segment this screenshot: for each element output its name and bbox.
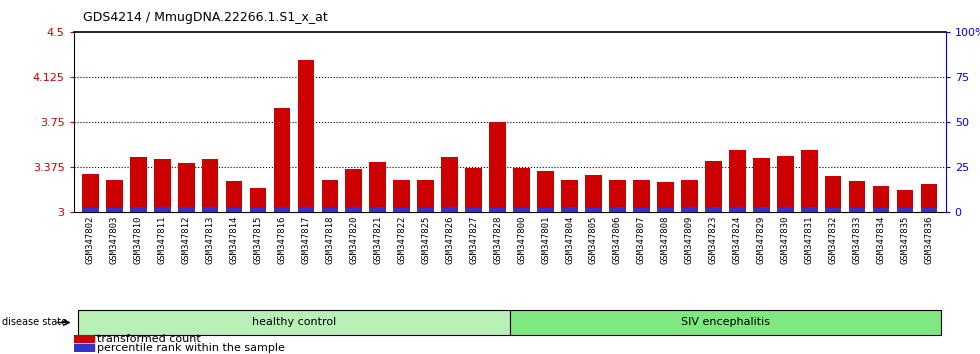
Bar — [441, 207, 458, 212]
Bar — [705, 161, 721, 212]
Text: SIV encephalitis: SIV encephalitis — [681, 318, 769, 327]
Bar — [609, 207, 626, 212]
Text: healthy control: healthy control — [252, 318, 336, 327]
Bar — [897, 189, 913, 212]
Bar — [177, 163, 194, 212]
Bar — [225, 208, 242, 212]
Bar — [849, 208, 865, 212]
Bar — [393, 208, 411, 212]
Bar — [369, 207, 386, 212]
Bar — [369, 162, 386, 212]
Bar — [609, 180, 626, 212]
Text: GDS4214 / MmugDNA.22266.1.S1_x_at: GDS4214 / MmugDNA.22266.1.S1_x_at — [83, 11, 328, 24]
Bar — [154, 159, 171, 212]
Bar — [78, 310, 510, 335]
Bar — [106, 208, 122, 212]
Text: transformed count: transformed count — [97, 334, 201, 344]
Bar — [82, 174, 99, 212]
Bar — [74, 336, 94, 343]
Bar — [705, 207, 721, 212]
Bar — [250, 188, 267, 212]
Bar — [562, 207, 578, 212]
Bar — [801, 150, 817, 212]
Bar — [489, 122, 506, 212]
Bar — [585, 208, 602, 212]
Text: disease state: disease state — [2, 318, 67, 327]
Bar — [514, 208, 530, 212]
Bar — [74, 344, 94, 351]
Bar — [273, 108, 290, 212]
Bar — [777, 207, 794, 212]
Bar — [825, 176, 842, 212]
Bar — [585, 175, 602, 212]
Bar — [154, 207, 171, 212]
Bar — [82, 208, 99, 212]
Bar — [753, 158, 769, 212]
Bar — [537, 208, 554, 212]
Bar — [225, 181, 242, 212]
Bar — [562, 180, 578, 212]
Bar — [657, 182, 673, 212]
Bar — [441, 157, 458, 212]
Bar — [129, 157, 147, 212]
Bar — [466, 208, 482, 212]
Bar — [298, 59, 315, 212]
Bar — [417, 208, 434, 212]
Bar — [801, 207, 817, 212]
Bar — [537, 171, 554, 212]
Bar — [633, 208, 650, 212]
Bar — [321, 208, 338, 212]
Bar — [825, 208, 842, 212]
Bar — [202, 207, 219, 212]
Bar — [510, 310, 941, 335]
Bar — [202, 159, 219, 212]
Bar — [417, 180, 434, 212]
Bar — [346, 207, 363, 212]
Bar — [777, 156, 794, 212]
Bar — [273, 207, 290, 212]
Bar — [729, 150, 746, 212]
Bar — [920, 183, 937, 212]
Bar — [657, 208, 673, 212]
Bar — [321, 180, 338, 212]
Bar — [872, 186, 890, 212]
Bar — [250, 208, 267, 212]
Bar — [129, 207, 147, 212]
Bar — [489, 208, 506, 212]
Bar — [298, 207, 315, 212]
Bar — [897, 208, 913, 212]
Bar — [633, 180, 650, 212]
Bar — [393, 180, 411, 212]
Bar — [681, 180, 698, 212]
Bar — [920, 208, 937, 212]
Bar — [177, 207, 194, 212]
Bar — [753, 207, 769, 212]
Text: percentile rank within the sample: percentile rank within the sample — [97, 343, 285, 353]
Bar — [872, 208, 890, 212]
Bar — [681, 207, 698, 212]
Bar — [849, 181, 865, 212]
Bar — [346, 169, 363, 212]
Bar — [514, 168, 530, 212]
Bar — [106, 180, 122, 212]
Bar — [729, 207, 746, 212]
Bar — [466, 168, 482, 212]
